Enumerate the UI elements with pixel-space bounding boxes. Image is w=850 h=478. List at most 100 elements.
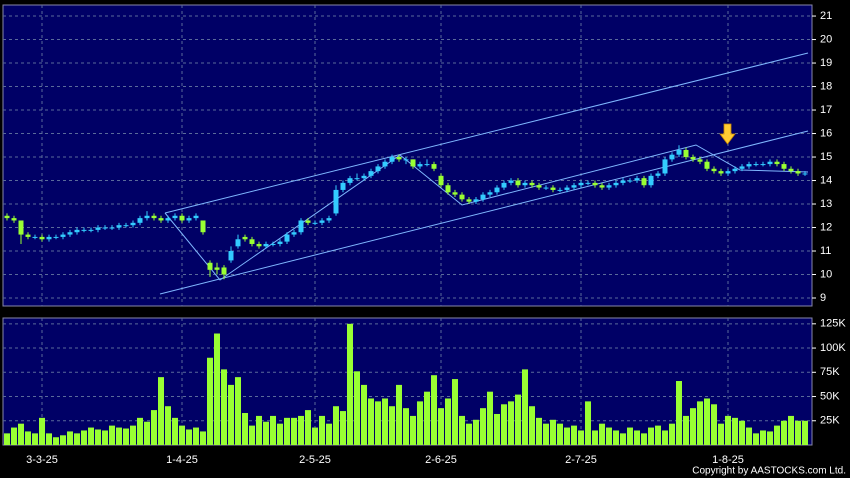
candle-body	[550, 187, 556, 190]
volume-bar	[781, 420, 787, 445]
candle-body	[725, 171, 731, 174]
volume-bar	[466, 423, 472, 445]
volume-bar	[697, 401, 703, 445]
candle-body	[473, 199, 479, 202]
volume-bar	[592, 430, 598, 445]
volume-bar	[39, 417, 45, 445]
y-tick-label: 21	[820, 10, 832, 22]
candle-body	[585, 182, 591, 184]
zigzag-line	[164, 144, 809, 281]
volume-bar	[529, 406, 535, 445]
candle-body	[774, 161, 780, 165]
candle-body	[396, 157, 402, 160]
volume-bar	[207, 357, 213, 445]
volume-bar	[746, 427, 752, 445]
volume-bar	[550, 419, 556, 445]
volume-bar	[88, 427, 94, 445]
volume-bar	[186, 429, 192, 445]
candle-body	[18, 220, 24, 235]
candle-body	[403, 159, 409, 161]
y-tick-label: 19	[820, 57, 832, 69]
volume-bar	[634, 430, 640, 445]
candle-body	[158, 218, 164, 221]
candle-body	[200, 220, 206, 233]
volume-bar	[214, 333, 220, 445]
candle-body	[284, 234, 290, 242]
candle-body	[613, 182, 619, 186]
candle-body	[795, 171, 801, 174]
volume-bar	[711, 404, 717, 445]
volume-bar	[564, 427, 570, 445]
volume-bar	[53, 437, 59, 445]
volume-bar	[368, 398, 374, 445]
volume-bar	[487, 391, 493, 445]
candle-body	[711, 168, 717, 172]
volume-bar	[760, 430, 766, 445]
volume-bar	[431, 375, 437, 445]
candle-body	[410, 159, 416, 167]
volume-bar	[235, 377, 241, 445]
candle-body	[193, 215, 199, 219]
volume-bar	[256, 415, 262, 445]
mark-layer	[4, 145, 808, 445]
volume-bar	[445, 398, 451, 445]
volume-bar	[109, 425, 115, 445]
volume-bar	[480, 408, 486, 445]
x-tick-label: 2-7-25	[565, 454, 597, 466]
volume-bar	[669, 423, 675, 445]
volume-bar	[361, 384, 367, 445]
candle-body	[767, 161, 773, 165]
candle-body	[81, 229, 87, 231]
y-tick-label: 100K	[820, 342, 846, 354]
candle-body	[60, 234, 66, 237]
volume-bar	[655, 425, 661, 445]
candle-body	[333, 189, 339, 214]
volume-bar	[18, 423, 24, 445]
x-tick-label: 2-6-25	[425, 454, 457, 466]
candle-body	[676, 149, 682, 155]
volume-bar	[788, 415, 794, 445]
candle-body	[319, 220, 325, 223]
volume-bar	[795, 420, 801, 445]
candle-body	[221, 267, 227, 275]
volume-bar	[424, 391, 430, 445]
x-tick-label: 1-8-25	[712, 454, 744, 466]
volume-bar	[585, 401, 591, 445]
candle-body	[4, 215, 10, 219]
volume-bar	[340, 411, 346, 445]
candle-body	[494, 187, 500, 193]
volume-bar	[648, 427, 654, 445]
volume-bar	[67, 431, 73, 445]
candle-body	[641, 178, 647, 186]
volume-bar	[410, 415, 416, 445]
candle-body	[151, 215, 157, 219]
volume-bar	[326, 423, 332, 445]
y-tick-label: 9	[820, 292, 826, 304]
volume-bar	[718, 423, 724, 445]
candle-body	[172, 215, 178, 219]
candle-body	[802, 173, 808, 175]
candle-body	[242, 236, 248, 240]
candle-body	[32, 236, 38, 238]
candle-body	[508, 180, 514, 183]
candle-body	[256, 243, 262, 247]
candle-body	[417, 164, 423, 167]
y-tick-label: 75K	[820, 366, 840, 378]
volume-bar	[228, 384, 234, 445]
volume-bar	[193, 427, 199, 445]
candle-body	[627, 180, 633, 182]
candle-body	[578, 182, 584, 186]
candle-body	[445, 185, 451, 193]
candle-body	[340, 182, 346, 190]
volume-bar	[459, 415, 465, 445]
y-tick-label: 16	[820, 127, 832, 139]
candle-body	[571, 185, 577, 188]
x-tick-label: 1-4-25	[166, 454, 198, 466]
candle-body	[648, 175, 654, 186]
volume-bar	[25, 431, 31, 445]
candle-body	[214, 267, 220, 270]
volume-bar	[298, 415, 304, 445]
y-tick-label: 50K	[820, 390, 840, 402]
y-tick-label: 25K	[820, 415, 840, 427]
volume-bar	[263, 421, 269, 445]
